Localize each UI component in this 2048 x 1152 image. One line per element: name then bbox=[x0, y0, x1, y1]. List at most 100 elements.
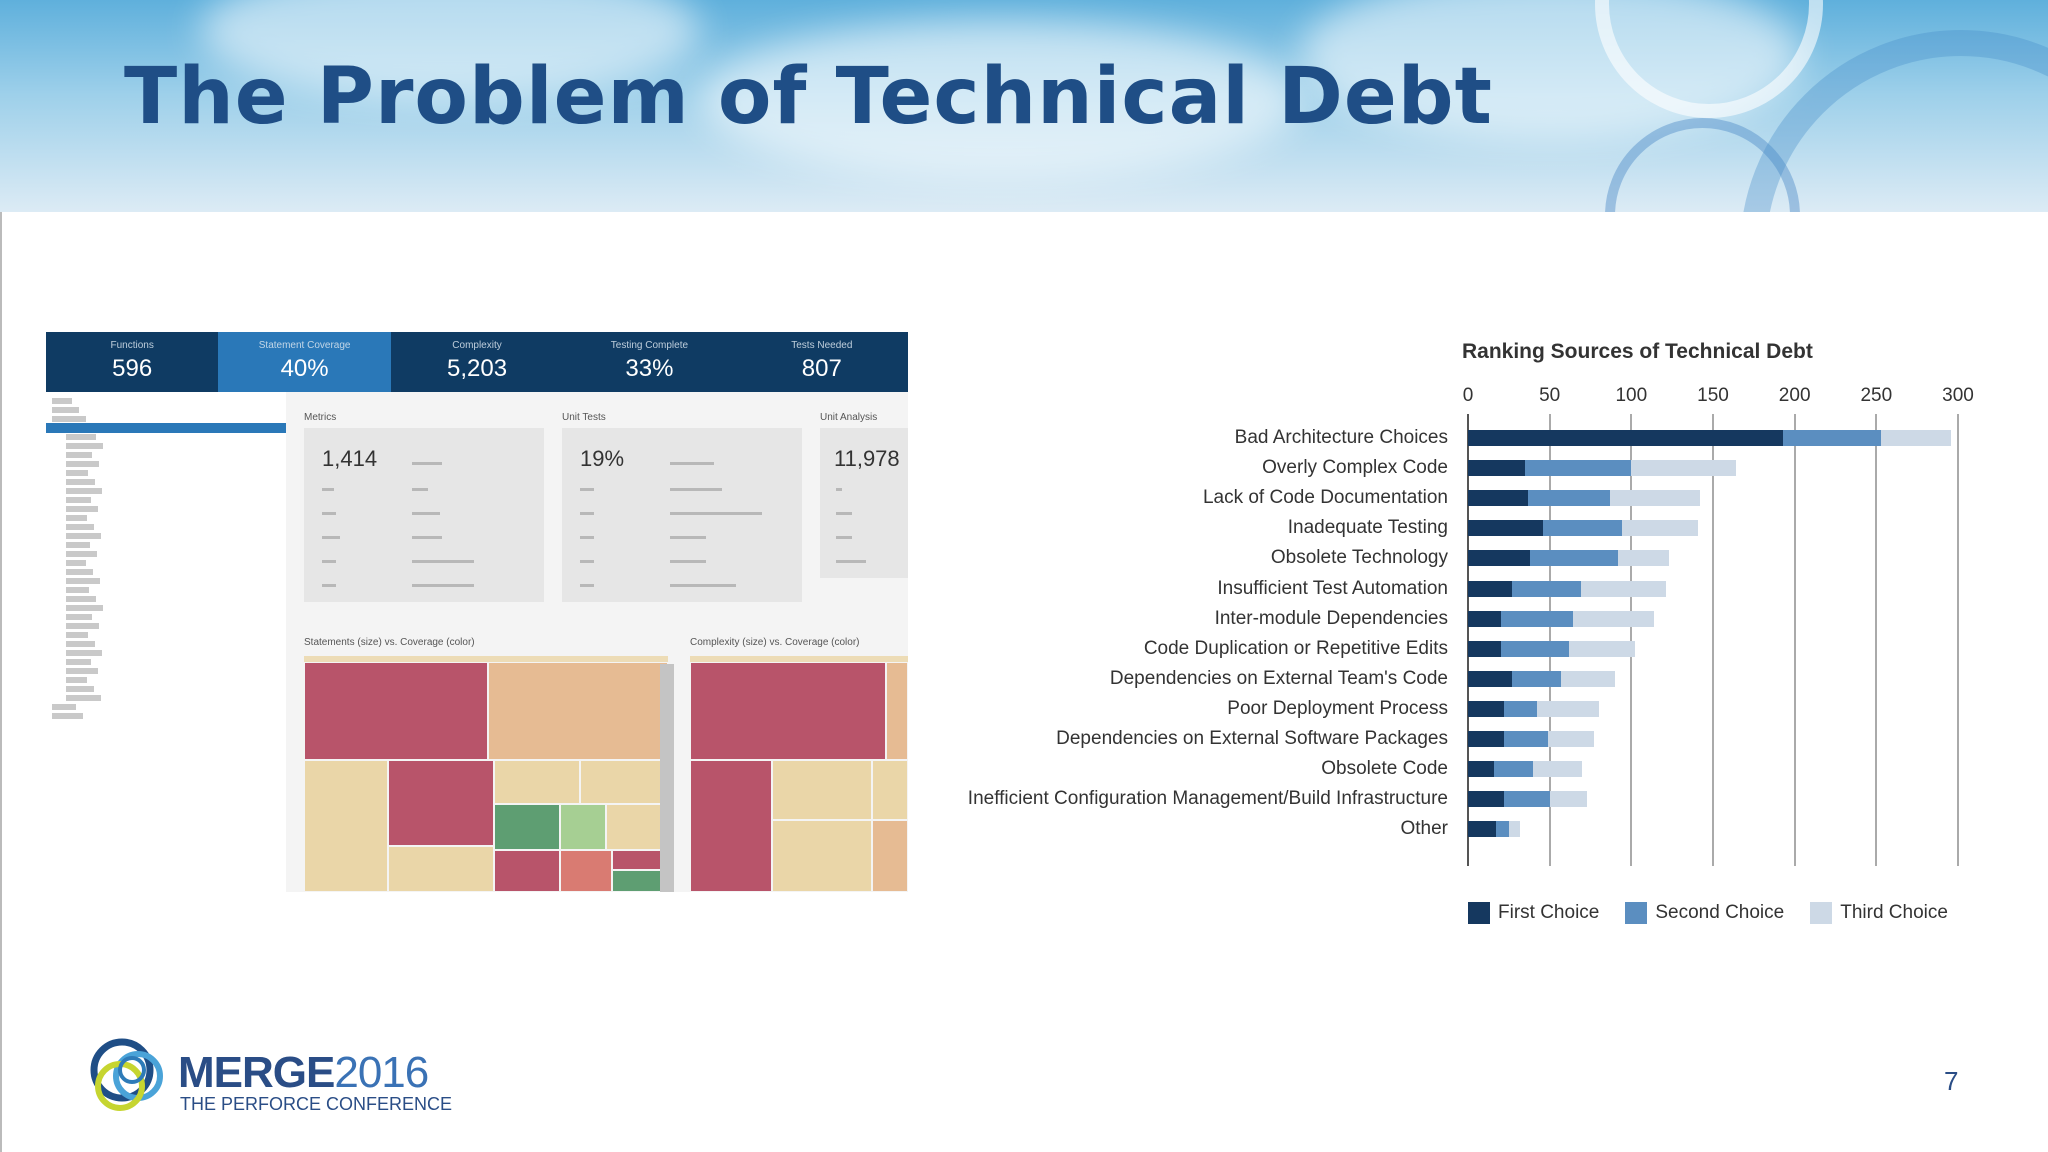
file-tree bbox=[46, 392, 286, 892]
tree-row[interactable] bbox=[52, 398, 72, 404]
tree-row[interactable] bbox=[66, 452, 92, 458]
tree-row[interactable] bbox=[66, 515, 87, 521]
kpi-value: 5,203 bbox=[446, 355, 508, 382]
legend-label: Second Choice bbox=[1655, 902, 1785, 923]
tree-row[interactable] bbox=[66, 524, 94, 530]
tree-row[interactable] bbox=[66, 695, 101, 701]
tree-row[interactable] bbox=[66, 542, 90, 548]
tree-row[interactable] bbox=[66, 587, 89, 593]
bar-segment-third-choice bbox=[1610, 490, 1700, 507]
kpi-complexity: Complexity 5,203 bbox=[391, 332, 563, 392]
logo-year: 2016 bbox=[334, 1048, 429, 1097]
bar-segment-third-choice bbox=[1549, 791, 1588, 808]
category-label: Code Duplication or Repetitive Edits bbox=[1143, 637, 1448, 659]
metrics-value: 1,414 bbox=[322, 446, 378, 471]
bar-segment-third-choice bbox=[1533, 761, 1583, 778]
kpi-label: Testing Complete bbox=[610, 340, 689, 351]
tree-row[interactable] bbox=[66, 479, 95, 485]
category-label: Obsolete Technology bbox=[1270, 547, 1448, 569]
bar-segment-third-choice bbox=[1572, 610, 1655, 627]
tree-row[interactable] bbox=[66, 560, 86, 566]
x-tick-label: 50 bbox=[1539, 385, 1561, 406]
kpi-label: Statement Coverage bbox=[258, 340, 351, 351]
bar-segment-third-choice bbox=[1618, 550, 1669, 567]
bar-segment-second-choice bbox=[1500, 610, 1573, 627]
legend-swatch bbox=[1810, 902, 1833, 924]
category-label: Dependencies on External Team's Code bbox=[1109, 667, 1448, 689]
tree-row[interactable] bbox=[52, 416, 86, 422]
tree-row[interactable] bbox=[66, 497, 91, 503]
legend-swatch bbox=[1468, 902, 1490, 924]
logo-subtitle: THE PERFORCE CONFERENCE bbox=[180, 1094, 453, 1114]
tree-row[interactable] bbox=[66, 659, 91, 665]
unit-analysis-value: 11,978 bbox=[834, 446, 900, 471]
tree-row[interactable] bbox=[66, 686, 94, 692]
bar-segment-second-choice bbox=[1495, 821, 1509, 838]
bar-segment-first-choice bbox=[1468, 430, 1784, 446]
tree-row[interactable] bbox=[66, 506, 98, 512]
bar-segment-second-choice bbox=[1512, 580, 1581, 597]
treemap-complexity bbox=[690, 656, 908, 892]
category-label: Poor Deployment Process bbox=[1227, 697, 1448, 719]
tree-row[interactable] bbox=[66, 668, 98, 674]
kpi-statement-coverage: Statement Coverage 40% bbox=[218, 332, 391, 392]
gridline bbox=[1875, 414, 1878, 866]
x-tick-label: 0 bbox=[1462, 385, 1474, 406]
x-tick-label: 150 bbox=[1697, 385, 1729, 406]
tree-row[interactable] bbox=[66, 434, 96, 440]
category-label: Bad Architecture Choices bbox=[1234, 427, 1448, 448]
category-label: Obsolete Code bbox=[1321, 758, 1448, 780]
bar-segment-first-choice bbox=[1468, 520, 1544, 537]
bar-segment-first-choice bbox=[1468, 670, 1513, 687]
category-label: Inefficient Configuration Management/Bui… bbox=[967, 788, 1448, 810]
kpi-bar: Functions 596 Statement Coverage 40% Com… bbox=[46, 332, 908, 392]
gridline bbox=[1793, 414, 1796, 866]
bar-segment-third-choice bbox=[1536, 700, 1599, 717]
tree-row[interactable] bbox=[66, 533, 101, 539]
unit-tests-card: 19% bbox=[562, 428, 802, 602]
tree-row[interactable] bbox=[52, 704, 76, 710]
bar-segment-second-choice bbox=[1525, 460, 1632, 477]
bar-segment-third-choice bbox=[1621, 520, 1699, 537]
bar-segment-first-choice bbox=[1468, 761, 1495, 778]
tree-row[interactable] bbox=[66, 461, 99, 467]
gridline bbox=[1712, 414, 1714, 866]
treemap-scrollbar[interactable] bbox=[660, 664, 674, 892]
tree-row[interactable] bbox=[66, 641, 95, 647]
tree-row-selected[interactable] bbox=[46, 423, 286, 433]
bar-segment-first-choice bbox=[1468, 550, 1531, 567]
tree-row[interactable] bbox=[66, 551, 97, 557]
x-axis-baseline bbox=[1467, 414, 1469, 866]
bar-segment-third-choice bbox=[1631, 460, 1736, 477]
bar-segment-third-choice bbox=[1561, 670, 1615, 687]
tree-row[interactable] bbox=[66, 596, 96, 602]
tree-row[interactable] bbox=[66, 614, 92, 620]
kpi-tests-needed: Tests Needed 807 bbox=[736, 332, 908, 392]
metrics-card: 1,414 bbox=[304, 428, 544, 602]
kpi-value: 596 bbox=[112, 355, 153, 382]
tree-row[interactable] bbox=[66, 470, 88, 476]
tree-row[interactable] bbox=[66, 488, 102, 494]
tree-row[interactable] bbox=[66, 569, 93, 575]
bar-segment-second-choice bbox=[1783, 430, 1882, 446]
tree-row[interactable] bbox=[52, 713, 83, 719]
tree-row[interactable] bbox=[66, 650, 102, 656]
tree-row[interactable] bbox=[66, 578, 100, 584]
x-tick-label: 300 bbox=[1942, 385, 1974, 406]
logo-wordmark: MERGE2016 bbox=[178, 1048, 429, 1098]
tree-row[interactable] bbox=[52, 407, 79, 413]
kpi-label: Complexity bbox=[452, 340, 502, 351]
tree-row[interactable] bbox=[66, 632, 88, 638]
tree-row[interactable] bbox=[66, 623, 99, 629]
category-label: Dependencies on External Software Packag… bbox=[1056, 728, 1448, 749]
slide-header: The Problem of Technical Debt bbox=[0, 0, 2048, 212]
treemap-title-complexity: Complexity (size) vs. Coverage (color) bbox=[690, 637, 860, 648]
bar-segment-second-choice bbox=[1500, 640, 1570, 657]
tree-row[interactable] bbox=[66, 677, 87, 683]
bar-segment-third-choice bbox=[1569, 640, 1635, 657]
tree-row[interactable] bbox=[66, 443, 103, 449]
gridline bbox=[1957, 414, 1959, 866]
bar-segment-second-choice bbox=[1543, 520, 1622, 537]
kpi-value: 33% bbox=[625, 355, 674, 382]
tree-row[interactable] bbox=[66, 605, 103, 611]
